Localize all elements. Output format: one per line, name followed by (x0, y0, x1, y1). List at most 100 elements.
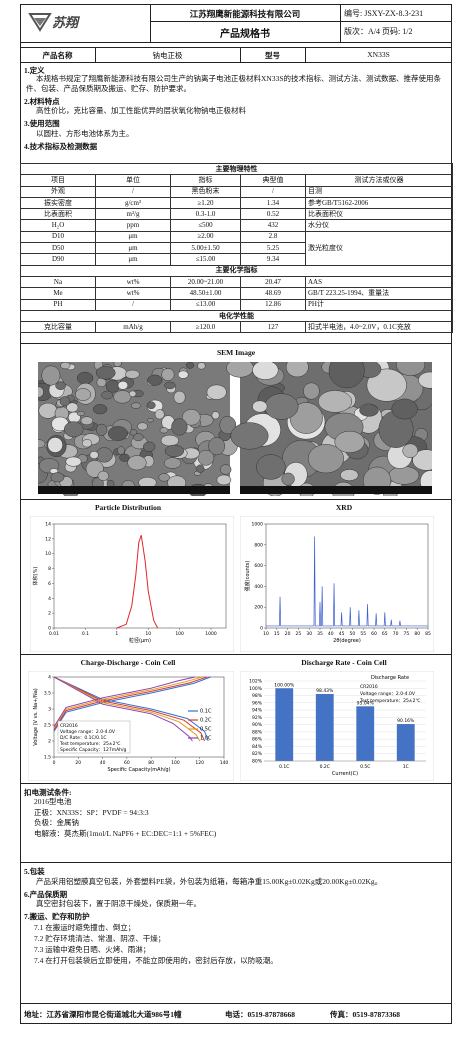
x-tick-label: 0.5C (360, 764, 370, 770)
x-tick-label: 15 (274, 631, 280, 637)
data-line (53, 676, 211, 732)
note: D/C Rate：0.1C/0.1C (60, 735, 107, 741)
handling-list: 7.1 在搬运时避免撞击、倒立； 7.2 贮存环境清洁、常温、阴凉、干燥； 7.3 … (34, 922, 278, 966)
grain (219, 464, 232, 475)
cell: 48.69 (240, 287, 306, 300)
cell: 黑色粉末 (170, 185, 241, 198)
group-title: 主要化学指标 (19, 264, 454, 277)
y-tick-label: 400 (254, 584, 263, 590)
grain (303, 382, 320, 400)
list-item: 7.1 在搬运时避免撞击、倒立； (34, 923, 136, 932)
grain (264, 393, 299, 420)
x-tick-label: 10 (145, 631, 151, 637)
grain (76, 371, 94, 385)
label: 型号 (265, 51, 280, 60)
y-tick-label: 0 (260, 626, 263, 632)
chart-title: Discharge Rate (371, 675, 409, 681)
y-axis-label: 强度(counts) (244, 561, 251, 592)
row: 主要物理特性 (19, 162, 454, 176)
grain (95, 366, 116, 380)
cell: 振实密度 (20, 196, 96, 210)
grain (147, 374, 163, 386)
grain (119, 453, 130, 462)
grain (396, 362, 426, 376)
x-tick-label: 0.01 (49, 631, 59, 637)
legend-label: 0.1C (200, 709, 212, 715)
grain (160, 434, 179, 447)
paragraph: 本规格书规定了翔鹰新能源科技有限公司生产的钠离子电池正极材料XN33S的技术指标… (26, 74, 442, 93)
cell: 48.50±1.00 (170, 287, 241, 300)
cell: 2.8 (240, 230, 306, 244)
grain (159, 427, 169, 434)
grain (252, 362, 279, 380)
grain (65, 456, 82, 467)
y-tick-label: 2 (48, 739, 51, 745)
x-tick-label: 0 (53, 760, 56, 766)
cell: ≤500 (170, 219, 241, 232)
grain (197, 449, 215, 466)
x-tick-label: 55 (360, 631, 366, 637)
cell: mAh/g (95, 321, 171, 334)
row: 振实密度 g/cm³ ≥1.20 1.34 参考GB/T5162-2006 (20, 196, 454, 210)
address: 地址：江苏省溧阳市昆仑街道城北大道986号1幢 (24, 1010, 182, 1019)
y-tick-label: 600 (254, 563, 263, 569)
grain (147, 418, 154, 423)
cell: 5.25 (240, 242, 306, 255)
x-tick-label: 65 (382, 631, 388, 637)
grain (129, 429, 138, 436)
cell: H₂O (20, 219, 96, 232)
row: 比表面积 m²/g 0.3-1.0 0.52 比表面积仪 (20, 208, 454, 221)
x-tick-label: 85 (425, 631, 431, 637)
grain (402, 443, 419, 458)
cell: ppm (95, 219, 171, 232)
x-tick-label: 25 (296, 631, 302, 637)
list-item: 7.3 运输中避免日晒、火烤、雨淋； (34, 945, 151, 954)
x-axis-label: Specific Capacity(mAh/g) (107, 767, 170, 773)
heading: 5.包装 (24, 867, 45, 876)
y-tick-label: 4 (48, 675, 51, 681)
cell: / (95, 185, 171, 198)
grain (197, 362, 206, 370)
row: D50 μm 5.00±1.50 5.25 (20, 242, 453, 255)
x-axis-label: 2θ(degree) (333, 638, 361, 644)
grain (38, 386, 44, 398)
grain (117, 446, 125, 455)
grain (230, 422, 269, 450)
data-line (53, 676, 201, 742)
grain (285, 362, 309, 378)
chart-bg (240, 516, 434, 652)
paragraph: 真空密封包装下，置于阴凉干燥处，保质期一年。 (36, 899, 201, 908)
x-tick-label: 35 (317, 631, 323, 637)
y-tick-label: 4 (48, 596, 51, 602)
x-tick-label: 45 (339, 631, 345, 637)
cell: 12.86 (240, 298, 306, 311)
grain (391, 398, 418, 420)
data-line (53, 676, 209, 742)
grain (359, 404, 379, 417)
heading: 4.技术指标及检测数据 (24, 142, 98, 151)
grain (41, 365, 61, 386)
plot-frame (265, 523, 429, 629)
paragraph: 以圆柱、方形电池体系为主。 (36, 129, 134, 138)
x-tick-label: 70 (393, 631, 399, 637)
grain (132, 433, 144, 442)
cell: / (95, 298, 171, 311)
cell: Me (20, 287, 96, 300)
y-tick-label: 102% (249, 679, 263, 685)
grain (211, 411, 220, 420)
grain (208, 437, 225, 456)
grain (366, 368, 407, 402)
grain (113, 390, 132, 404)
y-tick-label: 3.5 (44, 691, 51, 697)
x-axis-label: 粒径(μm) (129, 637, 151, 644)
bar (275, 688, 294, 761)
cell: 20.00~21.00 (170, 275, 241, 289)
grain (130, 402, 141, 409)
grain (163, 457, 182, 469)
cell: ≥2.00 (170, 230, 241, 244)
cell: / (240, 185, 306, 198)
paragraph: 高性价比，克比容量、加工性能优异的层状氧化物钠电正极材料 (36, 106, 246, 115)
note: Voltage range：2.0-4.0V (60, 729, 116, 735)
cell: wt% (95, 275, 171, 289)
x-tick-label: 100 (171, 760, 180, 766)
